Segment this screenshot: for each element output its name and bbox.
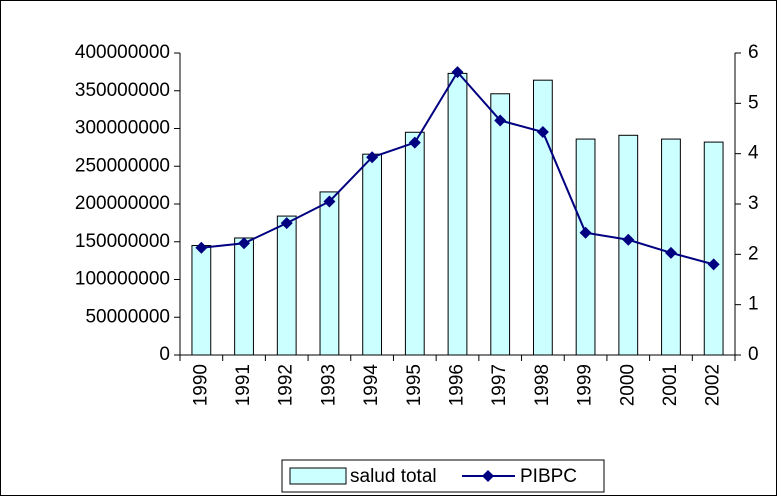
line-marker bbox=[451, 66, 464, 79]
y2-tick-label: 4 bbox=[748, 143, 759, 164]
line-marker bbox=[366, 151, 379, 164]
x-tick-label: 1995 bbox=[404, 364, 425, 406]
y-tick-label: 100000000 bbox=[75, 269, 170, 290]
legend-marker bbox=[482, 470, 494, 482]
line-marker bbox=[579, 226, 592, 239]
legend-label: salud total bbox=[350, 466, 437, 487]
y-tick-label: 150000000 bbox=[75, 231, 170, 252]
x-tick-label: 1993 bbox=[318, 364, 339, 406]
line-marker bbox=[494, 114, 507, 127]
line-marker bbox=[238, 237, 251, 250]
bar bbox=[319, 191, 340, 356]
y-tick-label: 250000000 bbox=[75, 155, 170, 176]
bar bbox=[490, 93, 511, 356]
line-marker bbox=[195, 241, 208, 254]
y2-tick-label: 6 bbox=[748, 42, 759, 63]
bar bbox=[532, 79, 553, 356]
x-tick-label: 1991 bbox=[233, 364, 254, 406]
x-tick-label: 1998 bbox=[532, 364, 553, 406]
y2-tick-label: 0 bbox=[748, 344, 759, 365]
line-marker bbox=[323, 195, 336, 208]
x-tick-label: 1994 bbox=[361, 364, 382, 407]
y-tick-label: 50000000 bbox=[85, 306, 170, 327]
bar bbox=[191, 245, 212, 356]
legend-swatch bbox=[289, 467, 347, 485]
y-tick-label: 350000000 bbox=[75, 80, 170, 101]
line-marker bbox=[280, 217, 293, 230]
bar bbox=[575, 138, 596, 356]
bar bbox=[276, 215, 297, 356]
y2-tick-label: 3 bbox=[748, 193, 759, 214]
x-tick-label: 1997 bbox=[489, 364, 510, 406]
y-tick-label: 0 bbox=[159, 344, 170, 365]
bar bbox=[362, 153, 383, 356]
y2-tick-label: 1 bbox=[748, 294, 759, 315]
bar bbox=[404, 131, 425, 356]
x-tick-label: 1999 bbox=[575, 364, 596, 406]
line-marker bbox=[622, 233, 635, 246]
legend-label: PIBPC bbox=[520, 466, 577, 487]
bar bbox=[234, 237, 254, 356]
line-marker bbox=[664, 246, 677, 259]
x-tick-label: 2002 bbox=[703, 364, 724, 406]
bar bbox=[703, 141, 724, 356]
y-tick-label: 400000000 bbox=[75, 42, 170, 63]
x-tick-label: 2001 bbox=[660, 364, 681, 406]
x-tick-label: 2000 bbox=[617, 364, 638, 406]
y2-tick-label: 5 bbox=[748, 92, 759, 113]
x-tick-label: 1990 bbox=[190, 364, 211, 406]
x-tick-label: 1992 bbox=[276, 364, 297, 406]
y-tick-label: 300000000 bbox=[75, 118, 170, 139]
line-marker bbox=[707, 258, 720, 271]
y2-tick-label: 2 bbox=[748, 243, 759, 264]
y-tick-label: 200000000 bbox=[75, 193, 170, 214]
line-marker bbox=[536, 126, 549, 139]
bar bbox=[447, 72, 468, 356]
x-tick-label: 1996 bbox=[447, 364, 468, 406]
line-marker bbox=[408, 136, 421, 149]
